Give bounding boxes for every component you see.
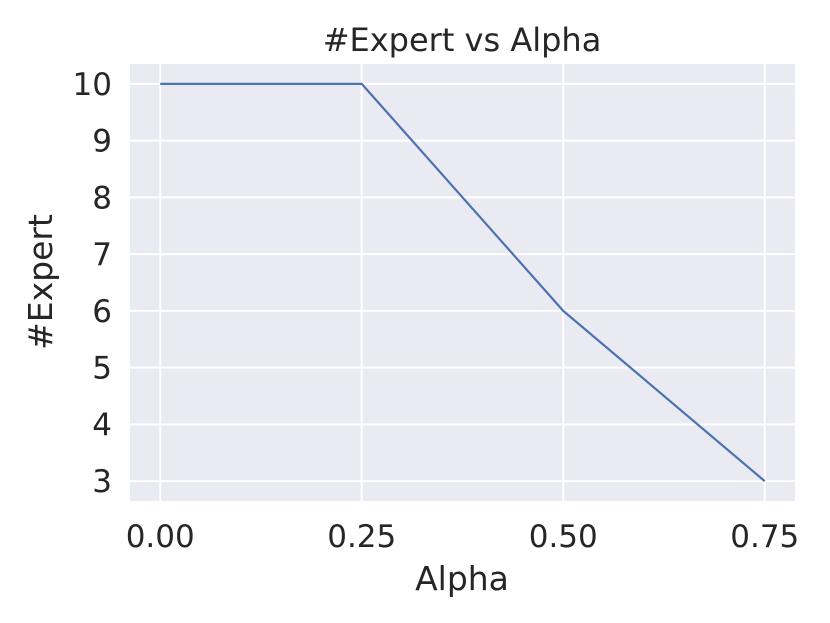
tick-labels: 0.00 0.25 0.50 0.75 3 4 5 6 7 8 9 10 xyxy=(73,67,800,555)
y-tick-label: 9 xyxy=(92,124,112,160)
series-line xyxy=(160,82,766,482)
y-tick-label: 3 xyxy=(92,464,112,500)
chart-title: #Expert vs Alpha xyxy=(323,21,602,59)
y-tick-label: 6 xyxy=(92,294,112,330)
y-tick-label: 10 xyxy=(73,67,112,103)
y-tick-label: 8 xyxy=(92,180,112,216)
x-tick-label: 0.00 xyxy=(126,519,195,555)
series-group xyxy=(160,82,766,482)
x-axis-label: Alpha xyxy=(415,559,509,598)
x-tick-label: 0.75 xyxy=(730,519,799,555)
y-axis-label: #Expert xyxy=(21,214,60,350)
y-tick-label: 5 xyxy=(92,351,112,387)
y-tick-label: 7 xyxy=(92,237,112,273)
x-tick-label: 0.50 xyxy=(529,519,598,555)
x-tick-label: 0.25 xyxy=(327,519,396,555)
y-tick-label: 4 xyxy=(92,407,112,443)
plot-area xyxy=(130,64,795,501)
